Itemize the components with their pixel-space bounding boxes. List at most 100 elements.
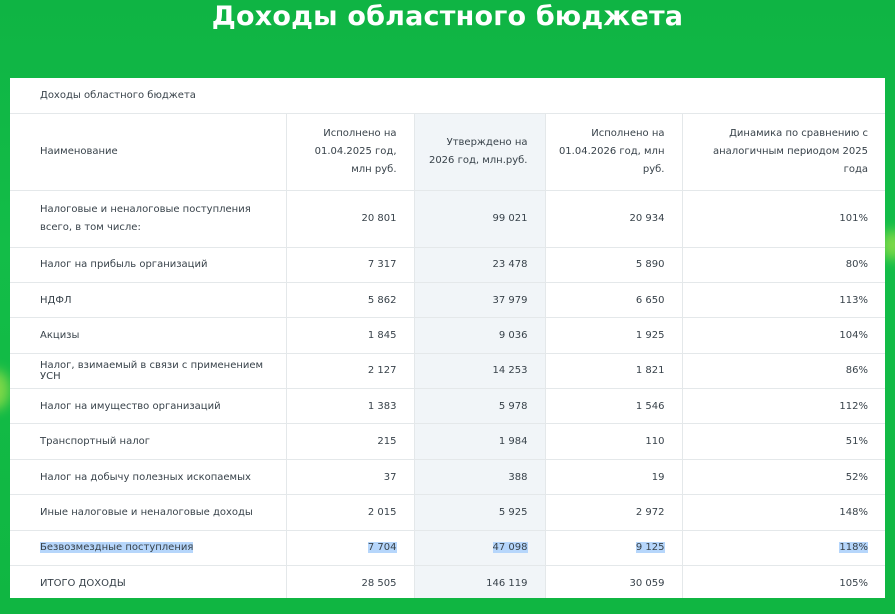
- cell-executed-2026-text: 6 650: [635, 294, 665, 306]
- cell-executed-2026: 1 546: [545, 388, 683, 425]
- cell-name-text: Транспортный налог: [40, 436, 150, 448]
- cell-approved-2026: 99 021: [414, 190, 546, 248]
- cell-name: Налоговые и неналоговые поступления всег…: [10, 190, 287, 248]
- cell-name: НДФЛ: [10, 282, 287, 319]
- cell-executed-2025: 28 505: [286, 565, 415, 598]
- table-row: Налоговые и неналоговые поступления всег…: [10, 190, 885, 248]
- table-row: Налог на прибыль организаций 7 317 23 478 5…: [10, 247, 885, 283]
- cell-executed-2026: 30 059: [545, 565, 683, 598]
- cell-dynamics: 52%: [682, 459, 885, 496]
- cell-executed-2025: 2 015: [286, 494, 415, 531]
- cell-executed-2026: 1 821: [545, 353, 683, 390]
- cell-dynamics: 112%: [682, 388, 885, 425]
- cell-approved-2026-text: 23 478: [492, 259, 528, 271]
- cell-name: ИТОГО ДОХОДЫ: [10, 565, 287, 598]
- cell-executed-2025: 215: [286, 423, 415, 460]
- cell-executed-2025-text: 1 845: [367, 329, 397, 341]
- cell-name-text: НДФЛ: [40, 294, 72, 306]
- cell-executed-2025-text: 215: [377, 436, 397, 448]
- cell-dynamics: 105%: [682, 565, 885, 598]
- cell-executed-2025: 37: [286, 459, 415, 496]
- cell-name-text: Налог на прибыль организаций: [40, 259, 208, 271]
- page-title: Доходы областного бюджета: [211, 1, 684, 32]
- header-dynamics: Динамика по сравнению с аналогичным пери…: [682, 114, 885, 191]
- cell-dynamics: 86%: [682, 353, 885, 390]
- table-row: Акцизы 1 845 9 036 1 925 104%: [10, 317, 885, 354]
- cell-executed-2025: 1 383: [286, 388, 415, 425]
- cell-executed-2025: 20 801: [286, 190, 415, 248]
- cell-dynamics: 118%: [682, 530, 885, 567]
- cell-executed-2026-text: 1 821: [635, 365, 665, 377]
- cell-name-text: Налог, взимаемый в связи с применением У…: [40, 359, 264, 382]
- cell-approved-2026: 37 979: [414, 282, 546, 319]
- cell-dynamics: 148%: [682, 494, 885, 531]
- table-row: Транспортный налог 215 1 984 110 51%: [10, 423, 885, 460]
- cell-dynamics: 80%: [682, 247, 885, 283]
- cell-executed-2026-text: 19: [651, 471, 665, 483]
- cell-executed-2026-text: 1 546: [635, 400, 665, 412]
- cell-executed-2026: 2 972: [545, 494, 683, 531]
- cell-dynamics: 113%: [682, 282, 885, 319]
- cell-executed-2025: 2 127: [286, 353, 415, 390]
- cell-name-text: Налог на добычу полезных ископаемых: [40, 471, 251, 483]
- cell-approved-2026-text: 47 098: [492, 542, 528, 554]
- cell-executed-2025: 7 704: [286, 530, 415, 567]
- cell-approved-2026-text: 37 979: [492, 294, 528, 306]
- cell-dynamics-text: 118%: [839, 542, 868, 554]
- budget-income-table: Наименование Исполнено на 01.04.2025 год…: [10, 114, 885, 598]
- cell-executed-2026-text: 110: [645, 436, 665, 448]
- cell-name: Налог на прибыль организаций: [10, 247, 287, 283]
- table-row: Иные налоговые и неналоговые доходы 2 015…: [10, 494, 885, 531]
- budget-table-card: Доходы областного бюджета Наименование И…: [10, 78, 885, 598]
- table-row: Налог на добычу полезных ископаемых 37 388…: [10, 459, 885, 496]
- cell-name-text: Налоговые и неналоговые поступления всег…: [40, 203, 251, 233]
- cell-approved-2026: 388: [414, 459, 546, 496]
- cell-approved-2026-text: 146 119: [486, 577, 528, 589]
- cell-approved-2026: 5 978: [414, 388, 546, 425]
- cell-executed-2026: 110: [545, 423, 683, 460]
- cell-executed-2026-text: 2 972: [635, 506, 665, 518]
- cell-executed-2026-text: 30 059: [629, 577, 665, 589]
- cell-executed-2025-text: 37: [383, 471, 397, 483]
- cell-dynamics-text: 104%: [839, 329, 868, 341]
- cell-dynamics: 104%: [682, 317, 885, 354]
- cell-name-text: Иные налоговые и неналоговые доходы: [40, 506, 253, 518]
- cell-approved-2026: 1 984: [414, 423, 546, 460]
- table-row: Налог на имущество организаций 1 383 5 978…: [10, 388, 885, 425]
- table-header-row: Наименование Исполнено на 01.04.2025 год…: [10, 114, 885, 191]
- cell-executed-2026-text: 1 925: [635, 329, 665, 341]
- cell-executed-2026: 19: [545, 459, 683, 496]
- cell-name: Налог на имущество организаций: [10, 388, 287, 425]
- cell-executed-2026: 6 650: [545, 282, 683, 319]
- cell-executed-2026-text: 20 934: [629, 212, 665, 224]
- cell-executed-2025-text: 28 505: [361, 577, 397, 589]
- cell-dynamics-text: 51%: [845, 436, 868, 448]
- cell-dynamics-text: 105%: [839, 577, 868, 589]
- cell-executed-2025-text: 1 383: [367, 400, 397, 412]
- header-name: Наименование: [10, 114, 287, 191]
- cell-approved-2026-text: 1 984: [498, 436, 528, 448]
- cell-approved-2026: 23 478: [414, 247, 546, 283]
- cell-approved-2026: 14 253: [414, 353, 546, 390]
- header-executed-2026: Исполнено на 01.04.2026 год, млн руб.: [545, 114, 683, 191]
- cell-approved-2026-text: 14 253: [492, 365, 528, 377]
- cell-name-text: ИТОГО ДОХОДЫ: [40, 577, 126, 589]
- cell-approved-2026: 9 036: [414, 317, 546, 354]
- cell-executed-2025-text: 7 704: [367, 542, 397, 554]
- cell-approved-2026-text: 5 978: [498, 400, 528, 412]
- decorative-glow: [0, 370, 10, 410]
- cell-approved-2026: 47 098: [414, 530, 546, 567]
- cell-executed-2026-text: 9 125: [635, 542, 665, 554]
- cell-dynamics-text: 148%: [839, 506, 868, 518]
- cell-executed-2025: 5 862: [286, 282, 415, 319]
- cell-dynamics-text: 80%: [845, 259, 868, 271]
- cell-executed-2025: 1 845: [286, 317, 415, 354]
- table-row: Безвозмездные поступления 7 704 47 098 9 12…: [10, 530, 885, 567]
- cell-name: Налог на добычу полезных ископаемых: [10, 459, 287, 496]
- cell-executed-2025-text: 7 317: [367, 259, 397, 271]
- cell-name: Безвозмездные поступления: [10, 530, 287, 567]
- cell-dynamics: 51%: [682, 423, 885, 460]
- cell-name: Налог, взимаемый в связи с применением У…: [10, 353, 287, 390]
- header-approved-2026: Утверждено на 2026 год, млн.руб.: [414, 114, 546, 191]
- cell-approved-2026-text: 99 021: [492, 212, 528, 224]
